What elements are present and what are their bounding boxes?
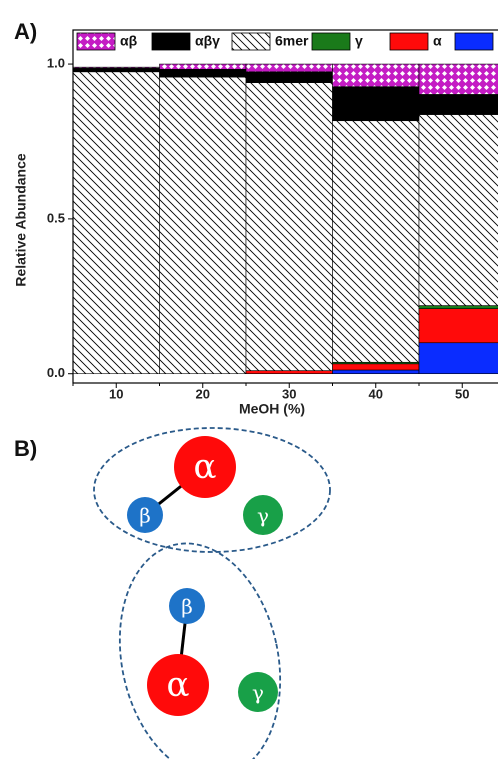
legend-swatch — [231, 32, 271, 51]
legend-label: αβ — [120, 33, 138, 49]
bar-segment — [72, 71, 160, 375]
node-label: γ — [252, 681, 264, 705]
bar-segment — [418, 342, 498, 375]
bar-segment — [159, 76, 247, 375]
bar-segment — [159, 69, 247, 78]
bar-segment — [72, 67, 160, 73]
legend-swatch — [151, 32, 191, 51]
legend-swatch — [76, 32, 116, 51]
panel-label: A) — [14, 19, 37, 44]
bar-segment — [418, 63, 498, 95]
node — [238, 672, 278, 712]
legend-swatch — [389, 32, 429, 51]
legend-label: α — [433, 33, 442, 49]
bar-segment — [418, 94, 498, 115]
bar-segment — [332, 120, 420, 363]
legend-swatch — [311, 32, 351, 51]
bar-segment — [418, 114, 498, 306]
x-tick-label: 10 — [109, 386, 123, 401]
bar-segment — [159, 63, 247, 70]
node — [174, 436, 236, 498]
legend-swatch — [454, 32, 494, 51]
node — [243, 495, 283, 535]
bar-segment — [245, 82, 333, 371]
x-tick-label: 50 — [455, 386, 469, 401]
bar-segment — [332, 86, 420, 122]
y-tick-label: 1.0 — [47, 55, 65, 70]
bar-segment — [72, 66, 160, 69]
x-tick-label: 30 — [282, 386, 296, 401]
bar-segment — [332, 369, 420, 375]
bar-segment — [332, 363, 420, 371]
y-tick-label: 0.5 — [47, 210, 65, 225]
legend-label: 6mer — [275, 33, 309, 49]
bar-segment — [332, 63, 420, 87]
panel-label: B) — [14, 436, 37, 461]
legend-label: γ — [355, 33, 363, 49]
bar-segment — [245, 71, 333, 83]
node-label: β — [181, 595, 193, 619]
bar-segment — [245, 370, 333, 375]
bar-segment — [418, 308, 498, 344]
x-tick-label: 40 — [369, 386, 383, 401]
y-axis-label: Relative Abundance — [13, 153, 29, 287]
legend-label: αβγ — [195, 33, 220, 49]
diagram: B) α β γ α β γ — [14, 427, 331, 759]
node-label: β — [139, 504, 151, 528]
node — [147, 654, 209, 716]
node-label: γ — [257, 504, 269, 528]
x-tick-label: 20 — [196, 386, 210, 401]
node — [127, 497, 163, 533]
group-outline — [93, 427, 331, 553]
x-axis-label: MeOH (%) — [239, 401, 305, 417]
node — [169, 588, 205, 624]
y-tick-label: 0.0 — [47, 365, 65, 380]
bar-segment — [245, 63, 333, 73]
node-label: α — [194, 447, 217, 487]
bar-segment — [418, 305, 498, 309]
node-label: α — [167, 665, 190, 705]
group-outline — [118, 542, 282, 759]
